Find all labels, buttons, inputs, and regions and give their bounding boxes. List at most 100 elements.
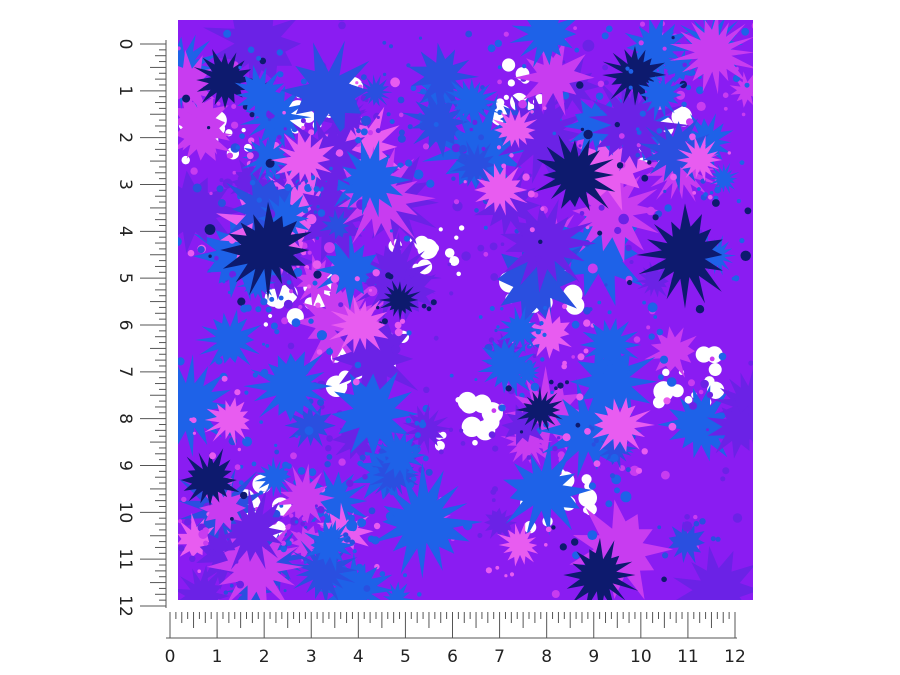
paint-droplet <box>496 325 500 329</box>
paint-droplet <box>627 370 631 374</box>
paint-droplet <box>496 145 502 150</box>
paint-droplet <box>433 335 439 341</box>
paint-droplet <box>641 174 649 182</box>
horizontal-ruler-label: 8 <box>541 647 552 667</box>
paint-droplet <box>557 451 565 459</box>
paint-droplet <box>460 395 479 414</box>
paint-droplet <box>646 325 651 330</box>
paint-droplet <box>357 518 367 528</box>
paint-droplet <box>413 169 424 180</box>
vertical-ruler-label: 6 <box>115 320 135 331</box>
paint-droplet <box>238 65 242 70</box>
paint-droplet <box>249 112 255 118</box>
paint-droplet <box>355 137 362 144</box>
paint-splat <box>526 306 572 359</box>
paint-droplet <box>653 315 658 319</box>
paint-droplet <box>766 429 772 435</box>
paint-droplet <box>562 60 566 64</box>
paint-droplet <box>578 488 598 508</box>
paint-droplet <box>166 458 171 463</box>
paint-droplet <box>237 297 246 306</box>
paint-splat <box>644 326 697 378</box>
paint-droplet <box>490 273 499 281</box>
paint-splat <box>375 431 427 481</box>
paint-droplet <box>259 490 263 495</box>
paint-droplet <box>178 519 182 524</box>
paint-droplet <box>414 432 421 439</box>
paint-splat <box>660 49 697 84</box>
paint-droplet <box>368 288 373 292</box>
paint-droplet <box>367 130 373 136</box>
vertical-ruler-label: 11 <box>115 548 135 570</box>
paint-droplet <box>700 379 709 389</box>
paint-droplet <box>216 185 224 193</box>
paint-droplet <box>335 149 344 157</box>
paint-droplet <box>663 397 671 405</box>
paint-droplet <box>656 128 663 134</box>
paint-splat <box>668 521 705 564</box>
paint-droplet <box>699 518 706 525</box>
paint-droplet <box>219 178 224 183</box>
paint-splat <box>304 519 355 572</box>
paint-droplet <box>551 590 560 598</box>
paint-droplet <box>366 277 376 287</box>
paint-droplet <box>338 302 344 308</box>
paint-droplet <box>599 612 608 621</box>
paint-droplet <box>338 458 346 466</box>
paint-droplet <box>277 71 284 78</box>
paint-droplet <box>315 632 324 641</box>
paint-droplet <box>129 261 134 266</box>
paint-droplet <box>398 129 405 136</box>
paint-droplet <box>289 513 294 518</box>
paint-droplet <box>306 284 312 289</box>
paint-droplet <box>741 27 750 36</box>
paint-droplet <box>417 592 422 597</box>
paint-droplet <box>722 92 729 98</box>
paint-droplet <box>235 145 241 150</box>
paint-droplet <box>477 244 485 252</box>
paint-droplet <box>148 116 156 124</box>
paint-droplet <box>360 128 368 136</box>
paint-droplet <box>463 180 467 184</box>
paint-droplet <box>488 431 496 439</box>
paint-droplet <box>372 269 380 277</box>
paint-droplet <box>709 191 714 195</box>
paint-droplet <box>359 454 366 461</box>
paint-droplet <box>355 563 364 571</box>
paint-droplet <box>635 127 640 131</box>
paint-droplet <box>252 372 258 378</box>
paint-droplet <box>304 525 308 530</box>
paint-droplet <box>262 342 265 346</box>
paint-splat <box>445 78 500 129</box>
paint-splat <box>178 354 234 457</box>
paint-droplet <box>542 332 547 337</box>
paint-droplet <box>581 474 592 485</box>
paint-splat <box>501 404 544 446</box>
paint-droplet <box>559 543 567 551</box>
paint-droplet <box>260 368 269 377</box>
paint-splat <box>193 48 258 109</box>
paint-droplet <box>685 84 692 91</box>
paint-droplet <box>418 36 423 40</box>
paint-splat <box>204 397 250 446</box>
paint-splat <box>497 522 539 567</box>
paint-droplet <box>642 300 646 305</box>
paint-droplet <box>234 559 239 564</box>
paint-splat <box>676 135 723 182</box>
paint-droplet <box>368 507 376 515</box>
paint-droplet <box>477 533 483 538</box>
paint-droplet <box>583 129 593 140</box>
paint-droplet <box>265 344 270 348</box>
paint-splat <box>500 199 597 293</box>
paint-droplet <box>426 179 435 188</box>
paint-droplet <box>391 344 401 355</box>
paint-droplet <box>583 307 591 315</box>
paint-droplet <box>492 445 499 452</box>
paint-droplet <box>281 317 289 325</box>
paint-droplet <box>307 250 312 255</box>
paint-droplet <box>770 443 778 451</box>
paint-droplet <box>315 236 320 240</box>
paint-droplet <box>588 482 597 490</box>
paint-droplet <box>616 162 624 169</box>
paint-droplet <box>601 32 609 40</box>
